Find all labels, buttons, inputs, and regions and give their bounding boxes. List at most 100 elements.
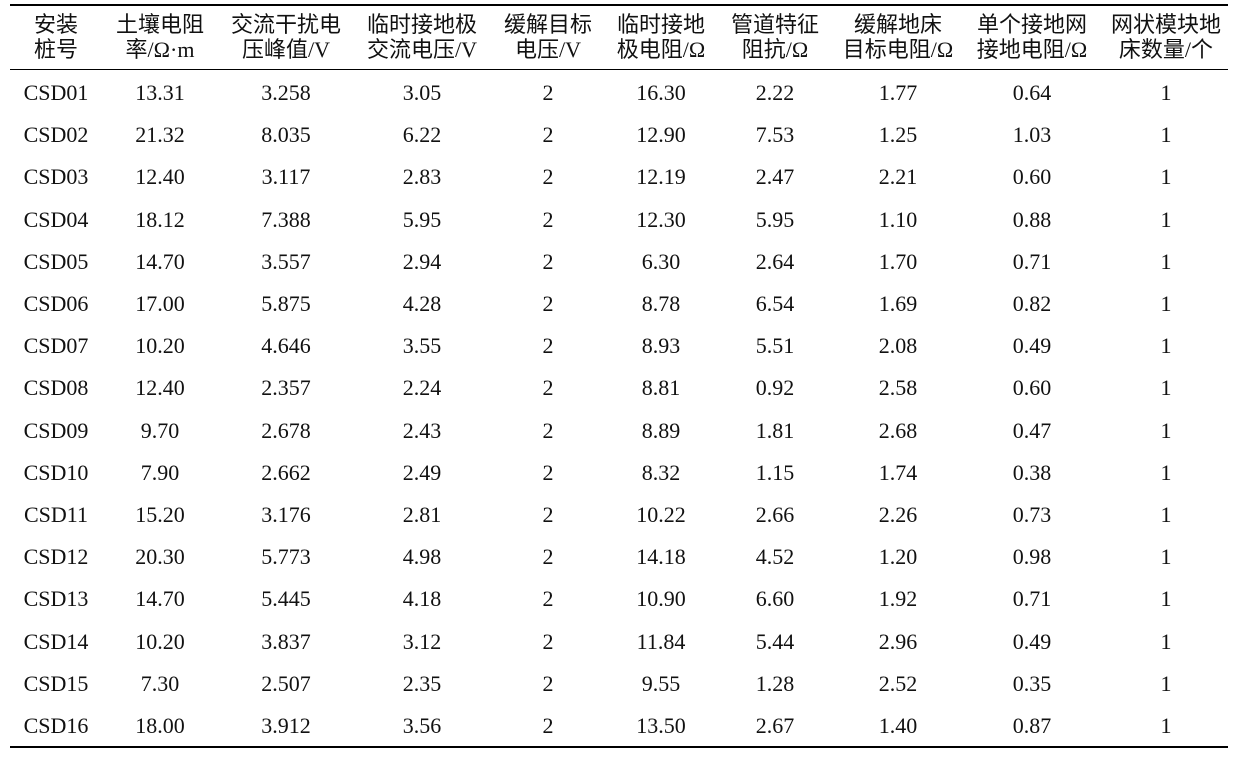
table-cell: 1.10 [878,206,918,232]
table-cell: 1.28 [755,670,795,696]
table-cell: 1 [1160,628,1172,654]
table-cell: 3.12 [402,628,442,654]
table-cell: 12.30 [636,206,686,232]
table-cell: 2.66 [755,502,795,527]
table-cell: 1 [1160,502,1172,527]
table-cell: 21.32 [135,122,185,148]
table-cell: 8.78 [641,291,681,316]
table-cell: 0.98 [1012,544,1052,570]
row-label: CSD10 [23,459,89,485]
table-cell: 4.98 [402,544,442,570]
header-line: 管道特征 [730,12,820,37]
table-cell: 8.89 [641,417,681,443]
table-cell: 10.22 [636,502,686,527]
table-cell: 7.53 [755,122,795,148]
table-cell: 14.70 [135,586,185,612]
header-line: 桩号 [33,37,79,62]
table-cell: 0.35 [1012,670,1052,696]
header-line: 临时接地 [616,12,705,37]
table-cell: 2.507 [261,670,311,696]
header-line: 床数量/个 [1118,37,1214,62]
header-line: 压峰值/V [241,37,331,62]
header-line: 缓解目标 [503,12,593,37]
table-cell: 2.357 [261,375,311,401]
table-cell: 2.22 [755,80,795,105]
column-header: 管道特征 阻抗/Ω [731,12,819,62]
table-cell: 11.84 [636,628,686,654]
column-header: 网状模块地 床数量/个 [1111,12,1221,62]
table-cell: 1 [1160,375,1172,401]
header-line: 土壤电阻 [115,12,205,37]
table-cell: 4.646 [261,333,311,359]
table-cell: 2 [542,80,554,105]
table-cell: 13.50 [636,713,686,738]
table-cell: 2 [542,713,554,738]
header-line: 单个接地网 [976,12,1087,37]
table-cell: 15.20 [135,502,185,527]
table-cell: 1 [1160,544,1172,570]
table-cell: 0.38 [1012,459,1052,485]
table-cell: 1 [1160,417,1172,443]
table-cell: 3.837 [261,628,311,654]
table-cell: 2.662 [261,459,311,485]
table-cell: 1.69 [878,291,918,316]
header-line: 接地电阻/Ω [976,37,1088,62]
row-label: CSD08 [23,375,89,401]
table-cell: 2.96 [878,628,918,654]
table-cell: 2 [542,164,554,190]
row-label: CSD15 [23,670,89,696]
row-label: CSD14 [23,628,89,654]
table-cell: 2.678 [261,417,311,443]
table-cell: 2 [542,122,554,148]
table-cell: 2.68 [878,417,918,443]
table-cell: 2.24 [402,375,442,401]
column-header: 缓解地床 目标电阻/Ω [843,12,953,62]
table-cell: 6.60 [755,586,795,612]
table-cell: 2.67 [755,713,795,738]
table-cell: 0.60 [1012,164,1052,190]
table-cell: 1 [1160,459,1172,485]
row-label: CSD11 [24,502,88,527]
table-cell: 1.25 [878,122,918,148]
table-cell: 1.70 [878,248,918,274]
table-cell: 8.93 [641,333,681,359]
table-cell: 0.49 [1012,628,1052,654]
table-cell: 1.74 [878,459,918,485]
column-header: 临时接地 极电阻/Ω [617,12,705,62]
header-line: 极电阻/Ω [616,37,706,62]
row-label: CSD16 [23,713,89,738]
row-label: CSD04 [23,206,89,232]
table-cell: 10.20 [135,333,185,359]
table-cell: 4.52 [755,544,795,570]
table-cell: 1 [1160,164,1172,190]
table-cell: 0.64 [1012,80,1052,105]
table-cell: 1 [1160,670,1172,696]
table-cell: 2.52 [878,670,918,696]
table-cell: 0.47 [1012,417,1052,443]
table-cell: 2 [542,375,554,401]
table-cell: 3.258 [261,80,311,105]
table-cell: 2 [542,206,554,232]
table-cell: 0.92 [755,375,795,401]
table-cell: 4.18 [402,586,442,612]
table-cell: 1 [1160,586,1172,612]
table-cell: 2 [542,670,554,696]
table-cell: 12.40 [135,375,185,401]
table-cell: 4.28 [402,291,442,316]
header-line: 率/Ω·m [125,37,195,62]
table-cell: 2.26 [878,502,918,527]
table-cell: 3.56 [402,713,442,738]
table-cell: 1 [1160,206,1172,232]
table-cell: 2.21 [878,164,918,190]
table-cell: 1 [1160,122,1172,148]
table-cell: 6.30 [641,248,681,274]
table-cell: 1 [1160,333,1172,359]
table-cell: 1.77 [878,80,918,105]
table-cell: 12.90 [636,122,686,148]
header-line: 阻抗/Ω [741,37,809,62]
table-cell: 0.88 [1012,206,1052,232]
table-cell: 18.00 [135,713,185,738]
table-cell: 20.30 [135,544,185,570]
table-cell: 2 [542,417,554,443]
table-cell: 3.05 [402,80,442,105]
